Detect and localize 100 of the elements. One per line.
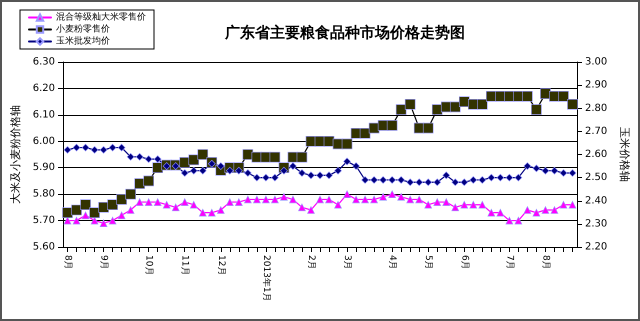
y2-tick-label: 2.80 <box>585 102 608 114</box>
point <box>217 206 225 214</box>
point <box>82 211 90 220</box>
point <box>144 198 152 206</box>
point <box>415 196 423 204</box>
point <box>506 216 514 224</box>
point <box>190 200 198 209</box>
point <box>560 169 568 177</box>
x-tick-label: 4月 <box>387 255 398 270</box>
point <box>470 176 478 184</box>
point <box>172 204 180 212</box>
point <box>208 208 216 216</box>
point <box>386 120 398 131</box>
point <box>450 102 461 112</box>
point <box>397 192 405 201</box>
point <box>433 178 442 186</box>
point <box>460 178 468 186</box>
y2-tick-label: 2.70 <box>585 126 608 137</box>
point <box>451 204 460 212</box>
point <box>404 98 416 110</box>
point <box>406 196 414 204</box>
point <box>568 200 576 209</box>
point <box>280 192 288 201</box>
y-tick-label: 5.80 <box>32 188 55 200</box>
legend-label: 混合等级籼大米零售价 <box>56 12 146 22</box>
point <box>522 91 533 102</box>
point <box>524 162 532 170</box>
point <box>134 178 145 189</box>
point <box>208 160 216 168</box>
point <box>442 172 450 180</box>
y-axis-title: 大米及小麦粉价格轴 <box>9 105 22 204</box>
point <box>179 157 190 168</box>
point <box>442 198 450 206</box>
y2-tick-label: 2.90 <box>585 80 608 91</box>
point <box>568 169 576 177</box>
y2-tick-label: 2.60 <box>585 149 608 160</box>
point <box>496 174 504 182</box>
point <box>451 178 460 186</box>
point <box>532 164 540 172</box>
point <box>271 196 279 204</box>
y-tick-label: 5.90 <box>32 162 55 174</box>
point <box>244 169 252 177</box>
point <box>298 169 306 177</box>
point <box>226 198 234 206</box>
y2-tick-label: 3.00 <box>585 56 608 68</box>
point <box>89 207 100 218</box>
point <box>262 174 270 182</box>
point <box>162 162 170 170</box>
point <box>198 208 207 216</box>
point <box>388 190 396 198</box>
point <box>118 211 126 220</box>
y-tick-label: 6.00 <box>32 136 55 147</box>
point <box>506 174 514 182</box>
y2-tick-label: 2.20 <box>585 242 608 252</box>
point <box>172 162 180 170</box>
y2-tick-label: 2.30 <box>585 218 608 230</box>
point <box>422 122 434 134</box>
y-tick-label: 6.10 <box>32 109 55 120</box>
point <box>325 172 333 180</box>
point <box>226 166 234 174</box>
point <box>100 146 108 154</box>
point <box>126 206 134 214</box>
point <box>107 199 118 210</box>
point <box>360 128 370 139</box>
x-tick-label: 5月 <box>423 255 434 270</box>
point <box>325 196 333 204</box>
point <box>180 169 189 177</box>
point <box>352 162 360 170</box>
point <box>352 196 360 204</box>
point <box>433 198 442 206</box>
point <box>470 200 478 209</box>
point <box>136 153 144 161</box>
point <box>558 91 569 102</box>
point <box>64 146 72 154</box>
point <box>406 178 414 186</box>
point <box>235 166 243 174</box>
y-tick-label: 5.60 <box>32 242 55 252</box>
y2-tick-label: 2.50 <box>585 172 608 184</box>
point <box>361 176 369 184</box>
point <box>217 162 225 170</box>
x-tick-label: 3月 <box>342 255 352 270</box>
chart-title: 广东省主要粮食品种市场价格走势图 <box>224 24 465 42</box>
point <box>432 104 443 115</box>
point <box>550 206 558 214</box>
point <box>460 200 468 209</box>
point <box>280 166 288 174</box>
point <box>298 204 306 212</box>
x-tick-label: 8月 <box>540 255 550 270</box>
point <box>379 192 387 201</box>
point <box>488 208 496 216</box>
x-tick-label: 8月 <box>62 255 73 270</box>
point <box>415 178 423 186</box>
point <box>397 176 405 184</box>
point <box>271 174 279 182</box>
point <box>478 200 486 209</box>
point <box>296 152 308 162</box>
point <box>108 144 116 152</box>
point <box>514 174 522 182</box>
point <box>316 196 324 204</box>
point <box>235 198 243 206</box>
